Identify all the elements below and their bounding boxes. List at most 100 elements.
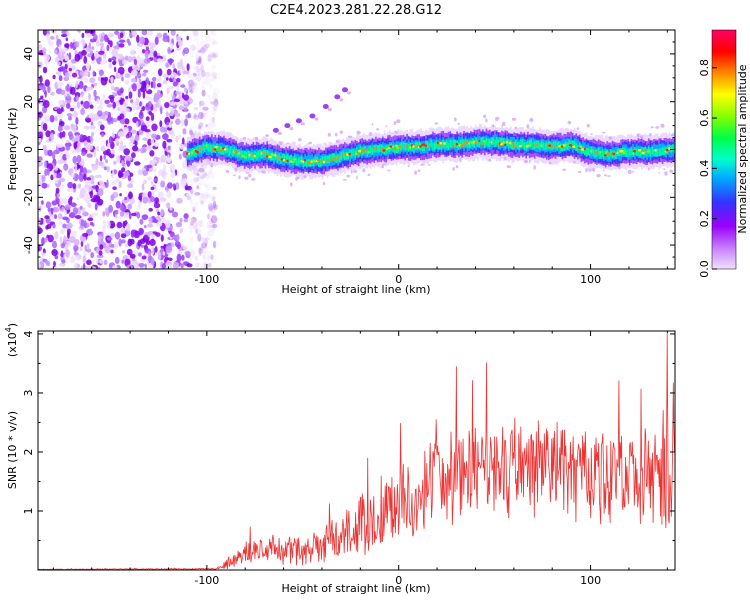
noise-cell (120, 239, 126, 244)
noise-cell (197, 220, 202, 228)
ridge-band (521, 139, 524, 147)
noise-cell (118, 43, 125, 48)
ridge-peak (343, 153, 346, 156)
ridge-halo (298, 138, 302, 142)
noise-cell (91, 131, 95, 137)
ridge-peak (540, 144, 544, 147)
noise-cell (161, 263, 166, 269)
ridge-peak (564, 143, 568, 147)
ridge-halo (265, 134, 269, 137)
ridge-halo (232, 174, 236, 176)
noise-cell (157, 58, 162, 63)
noise-cell (199, 197, 206, 203)
noise-cell (156, 32, 163, 39)
noise-cell (209, 219, 214, 225)
noise-cell (189, 65, 194, 70)
ridge-band (198, 145, 201, 153)
noise-cell (190, 189, 194, 195)
ridge-band (328, 155, 331, 164)
noise-cell (124, 170, 127, 178)
ridge-band (221, 146, 224, 155)
noise-cell (108, 62, 113, 69)
noise-cell (91, 46, 95, 50)
ridge-band (413, 145, 415, 153)
noise-cell (196, 182, 202, 191)
noise-cell (149, 196, 155, 203)
ridge-band (432, 142, 434, 151)
noise-cell (211, 122, 217, 128)
noise-cell (89, 135, 93, 141)
noise-cell (54, 115, 58, 122)
noise-cell (110, 149, 116, 155)
noise-cell (169, 42, 174, 51)
noise-cell (192, 177, 199, 183)
noise-cell (169, 86, 174, 90)
noise-cell (61, 206, 65, 213)
noise-cell (138, 263, 145, 268)
ridge-band (447, 142, 450, 151)
colorbar-tick-label: 0.2 (698, 210, 711, 228)
noise-cell (59, 66, 66, 72)
noise-cell (186, 195, 191, 201)
noise-cell (167, 182, 173, 189)
noise-cell (83, 55, 88, 64)
noise-cell (200, 69, 206, 78)
ridge-peak (502, 141, 506, 144)
ridge-halo (618, 166, 621, 170)
noise-cell (112, 60, 117, 66)
ridge-band (259, 149, 262, 158)
noise-cell (199, 47, 206, 54)
ridge-band (368, 146, 370, 154)
ridge-band (366, 148, 369, 157)
ridge-band (480, 137, 483, 146)
noise-cell (115, 209, 119, 215)
noise-cell (42, 84, 46, 93)
noise-cell (77, 141, 82, 149)
noise-cell (193, 107, 199, 111)
noise-cell (207, 255, 211, 261)
ridge-halo (369, 132, 373, 136)
noise-cell (209, 83, 213, 89)
noise-cell (151, 246, 155, 255)
noise-cell (172, 261, 177, 269)
noise-cell (44, 168, 48, 177)
noise-cell (199, 100, 205, 106)
noise-cell (39, 75, 43, 84)
ridge-peak (293, 158, 297, 161)
noise-cell (203, 193, 209, 200)
ridge-halo (396, 119, 401, 124)
noise-cell (151, 77, 157, 82)
noise-cell (190, 171, 195, 175)
noise-cell (138, 78, 142, 83)
noise-cell (149, 150, 155, 157)
noise-cell (139, 63, 146, 67)
ridge-halo (308, 141, 313, 145)
noise-cell (65, 154, 71, 159)
colorbar-label: Normalized spectral amplitude (736, 64, 749, 233)
noise-cell (54, 81, 58, 90)
noise-cell (135, 97, 140, 106)
ridge-band (618, 148, 621, 157)
noise-cell (147, 30, 153, 37)
noise-cell (93, 89, 97, 98)
noise-cell (192, 30, 199, 37)
noise-cell (45, 130, 51, 138)
ridge-band (350, 150, 353, 158)
noise-cell (55, 34, 59, 41)
ridge-band (660, 148, 662, 157)
noise-cell (199, 248, 202, 257)
ridge-halo (289, 182, 293, 187)
noise-cell (104, 245, 111, 254)
noise-cell (157, 89, 161, 94)
ridge-band (204, 144, 206, 153)
ridge-peak (393, 147, 397, 151)
ridge-peak (455, 142, 459, 146)
ridge-halo (238, 175, 241, 180)
noise-cell (68, 67, 73, 72)
ridge-halo (353, 170, 358, 173)
snr-multiplier-exp: 4 (4, 327, 13, 332)
noise-cell (207, 171, 213, 175)
ridge-peak (365, 148, 370, 151)
spectrogram-y-axis-label: Frequency (Hz) (6, 108, 19, 191)
noise-cell (141, 183, 145, 191)
